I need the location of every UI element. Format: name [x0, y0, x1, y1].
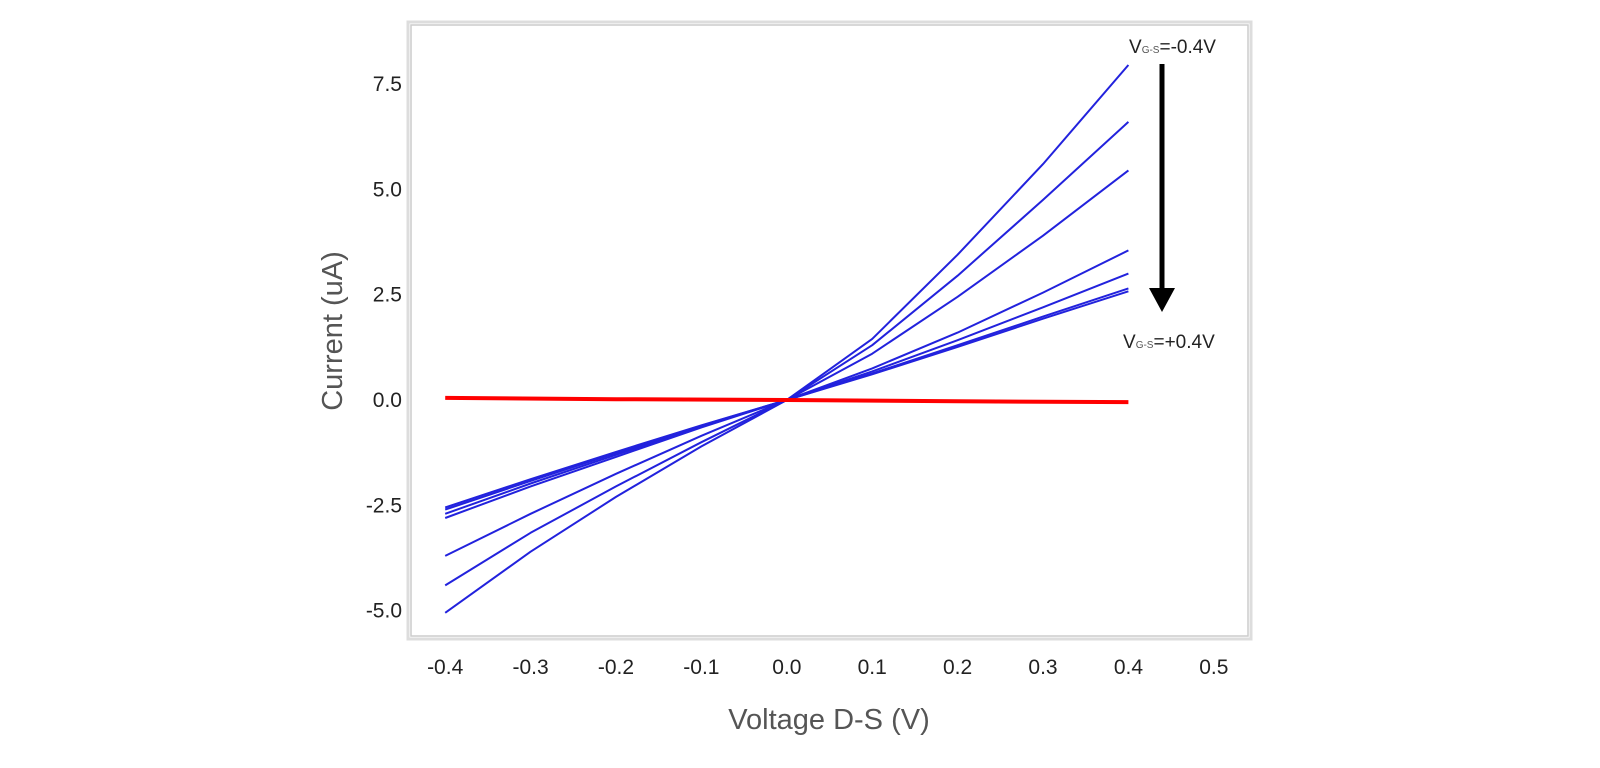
x-tick-label: -0.1 — [683, 656, 719, 679]
x-tick-label: 0.1 — [858, 656, 887, 679]
x-tick-label: 0.4 — [1114, 656, 1144, 679]
x-tick-label: -0.4 — [427, 656, 464, 679]
x-tick-label: 0.3 — [1028, 656, 1057, 679]
x-tick-label: -0.3 — [512, 656, 548, 679]
y-tick-label: -5.0 — [366, 600, 402, 623]
annotation-vgs-top-value: =-0.4V — [1159, 37, 1216, 58]
plot-frame-shadow — [406, 20, 1253, 641]
y-tick-label: 0.0 — [373, 389, 402, 412]
y-axis-title: Current (uA) — [317, 251, 349, 411]
gate-voltage-arrow — [1149, 64, 1175, 312]
y-tick-label: 5.0 — [373, 178, 402, 201]
annotation-vgs-bottom-main: V — [1123, 332, 1136, 353]
annotation-vgs-bottom-sub: G-S — [1136, 340, 1154, 351]
arrow-head — [1149, 288, 1175, 312]
y-tick-labels: 7.5 5.0 2.5 0.0 -2.5 -5.0 — [366, 73, 402, 623]
annotation-vgs-top-main: V — [1129, 37, 1142, 58]
annotation-vgs-bottom: VG-S=+0.4V — [1123, 332, 1215, 353]
annotation-vgs-top-sub: G-S — [1142, 45, 1160, 56]
x-axis-title: Voltage D-S (V) — [728, 704, 929, 736]
y-tick-label: 7.5 — [373, 73, 402, 96]
y-tick-label: -2.5 — [366, 494, 402, 517]
annotation-vgs-bottom-value: =+0.4V — [1153, 332, 1215, 353]
x-tick-label: 0.0 — [772, 656, 801, 679]
y-tick-label: 2.5 — [373, 284, 402, 307]
x-tick-labels: -0.4 -0.3 -0.2 -0.1 0.0 0.1 0.2 0.3 0.4 0.5 — [427, 656, 1228, 679]
plot-frame — [410, 24, 1249, 637]
x-tick-label: -0.2 — [598, 656, 634, 679]
x-tick-label: 0.5 — [1199, 656, 1228, 679]
annotation-vgs-top: VG-S=-0.4V — [1129, 37, 1216, 58]
series-layer — [444, 64, 1130, 614]
red-series-line — [445, 395, 1129, 405]
x-tick-label: 0.2 — [943, 656, 972, 679]
